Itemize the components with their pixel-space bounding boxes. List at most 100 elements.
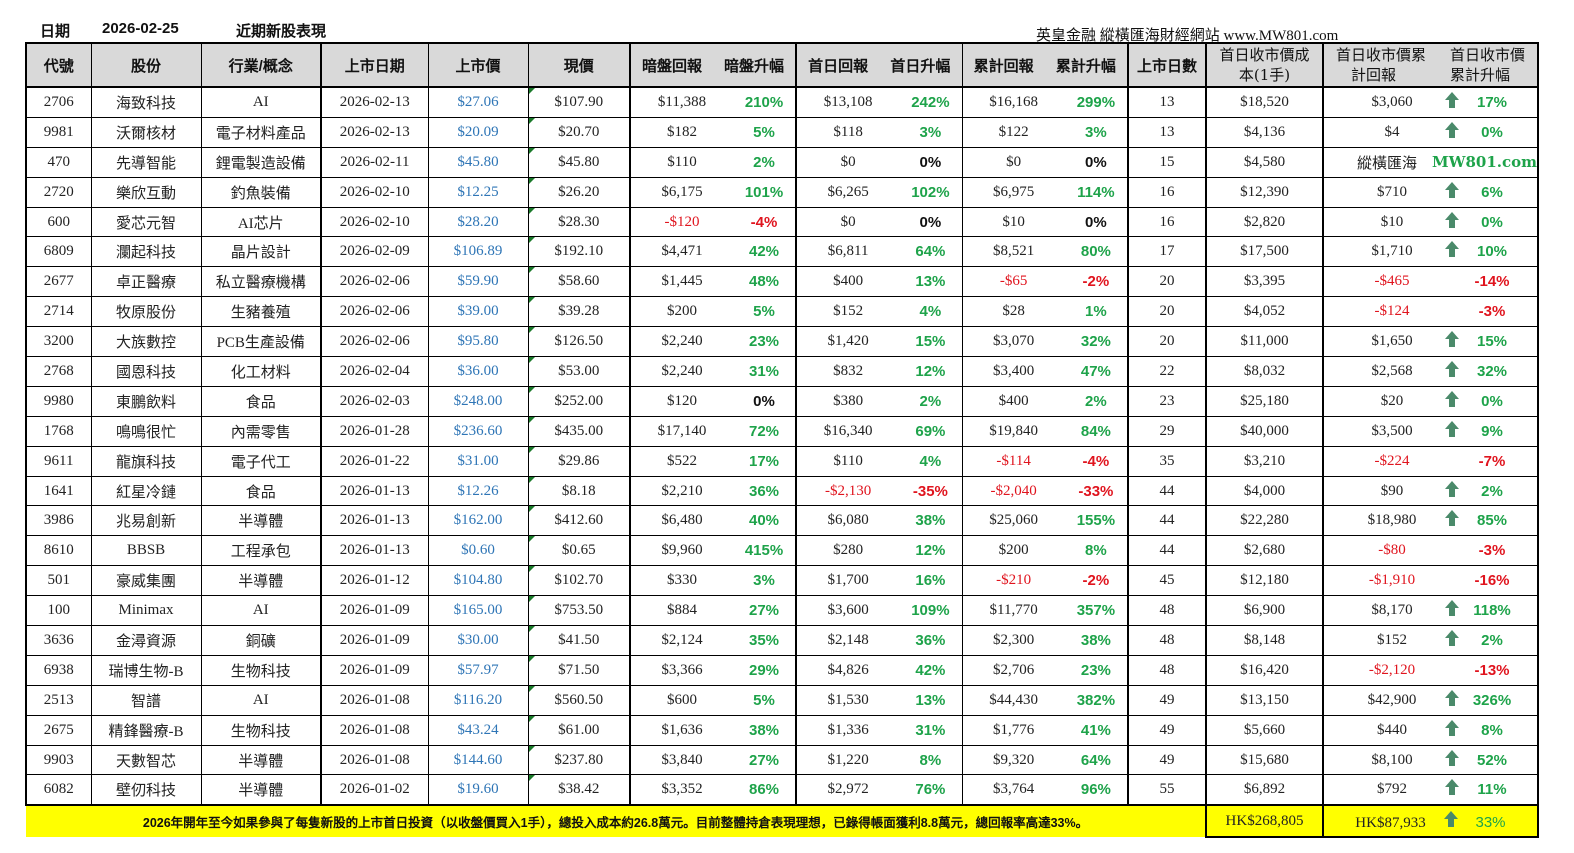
day1-cell: $0 0% <box>795 206 963 238</box>
cum-return: -$65 <box>999 273 1028 290</box>
stock-code: 8610 <box>25 535 92 567</box>
cum-return: $19,840 <box>989 422 1038 439</box>
current-price: $71.50 <box>527 654 631 686</box>
stock-sector: 釣魚裝備 <box>200 176 322 208</box>
col-cum-pct: 累計升幅 <box>1055 57 1116 75</box>
list-date: 2026-01-09 <box>320 625 429 656</box>
day1-return: $110 <box>833 452 863 469</box>
close-cum-return: $42,900 <box>1367 691 1417 708</box>
stock-name: 國恩科技 <box>90 356 202 387</box>
up-arrow-icon <box>1442 420 1462 442</box>
day1-return: $400 <box>833 273 864 290</box>
grey-return: $3,352 <box>661 781 703 798</box>
days-listed: 49 <box>1127 744 1207 776</box>
days-listed: 20 <box>1127 266 1207 298</box>
current-price: $53.00 <box>527 356 631 387</box>
close-cum-return: $3,500 <box>1371 422 1413 439</box>
day1-pct: 42% <box>915 661 946 679</box>
grey-return: $3,366 <box>661 661 703 678</box>
cum-pct: 0% <box>1085 213 1107 231</box>
up-arrow-icon <box>1442 241 1462 262</box>
grey-pct: 23% <box>748 333 780 351</box>
summary-note: 2026年開年至今如果參與了每隻新股的上市首日投資（以收盤價買入1手），總投入成… <box>26 804 1207 838</box>
close-cost: $22,280 <box>1205 505 1324 537</box>
col-cum-return: 累計回報 <box>973 57 1034 75</box>
stock-code: 9903 <box>25 744 92 776</box>
day1-cell: $6,080 38% <box>795 505 963 537</box>
cum-cell: $44,430 382% <box>961 684 1129 716</box>
stock-code: 2706 <box>25 86 92 118</box>
close-cum-return: $1,650 <box>1371 333 1413 350</box>
close-cost: $3,210 <box>1205 445 1324 477</box>
grey-market-cell: $3,840 27% <box>629 744 797 776</box>
days-listed: 35 <box>1127 445 1207 477</box>
close-cost: $12,180 <box>1205 565 1324 597</box>
col-code: 代號 <box>25 42 92 88</box>
table-row: 6082 壁仞科技 半導體 2026-01-02 $19.60 $38.42 $… <box>25 774 1539 806</box>
up-arrow-icon <box>1442 211 1462 233</box>
grey-market-cell: $2,240 23% <box>629 326 797 358</box>
stock-sector: 私立醫療機構 <box>200 266 322 298</box>
day1-pct: 36% <box>915 631 946 649</box>
days-listed: 13 <box>1127 116 1207 148</box>
close-cum-pct: 0% <box>1481 123 1503 141</box>
close-return-cell: $1,650 15% <box>1322 326 1539 358</box>
grey-pct: 35% <box>748 631 780 649</box>
close-cum-pct: -16% <box>1474 572 1510 590</box>
table-row: 470 先導智能 鋰電製造設備 2026-02-11 $45.80 $45.80… <box>25 146 1539 178</box>
stock-name: 壁仞科技 <box>90 774 202 806</box>
cum-cell: $0 0% <box>961 146 1129 178</box>
stock-name: 精鋒醫療-B <box>90 714 202 746</box>
close-cost: $8,148 <box>1205 625 1324 656</box>
total-return: HK$87,933 <box>1355 814 1426 831</box>
stock-sector: 生豬養殖 <box>200 296 322 328</box>
cum-pct: -33% <box>1078 482 1114 500</box>
day1-cell: $280 12% <box>795 535 963 567</box>
day1-pct: 38% <box>915 512 946 530</box>
close-cum-return: -$124 <box>1374 303 1410 320</box>
days-listed: 48 <box>1127 654 1207 686</box>
list-price: $106.89 <box>427 236 529 268</box>
close-cum-pct: 32% <box>1476 362 1508 380</box>
grey-market-cell: $2,210 36% <box>629 475 797 507</box>
cum-pct: 47% <box>1080 362 1111 380</box>
close-cost: $3,395 <box>1205 266 1324 298</box>
cum-cell: $1,776 41% <box>961 714 1129 746</box>
close-return-cell: $90 2% <box>1322 475 1539 507</box>
list-date: 2026-01-09 <box>320 595 429 627</box>
list-date: 2026-02-04 <box>320 356 429 387</box>
current-price: $61.00 <box>527 714 631 746</box>
cum-pct: 382% <box>1076 691 1116 709</box>
stock-sector: 內需零售 <box>200 415 322 447</box>
stock-sector: AI <box>200 86 322 118</box>
stock-name: 兆易創新 <box>90 505 202 537</box>
cum-cell: $10 0% <box>961 206 1129 238</box>
current-price: $45.80 <box>527 146 631 178</box>
up-arrow-icon <box>1442 600 1462 621</box>
table-row: 6938 瑞博生物-B 生物科技 2026-01-09 $57.97 $71.5… <box>25 654 1539 686</box>
close-return-cell: $1,710 10% <box>1322 236 1539 268</box>
days-listed: 20 <box>1127 326 1207 358</box>
col-day1-pct: 首日升幅 <box>890 57 951 75</box>
day1-cell: -$2,130 -35% <box>795 475 963 507</box>
list-price: $12.26 <box>427 475 529 507</box>
days-listed: 20 <box>1127 296 1207 328</box>
list-price: $43.24 <box>427 714 529 746</box>
close-return-cell: -$1,910 -16% <box>1322 565 1539 597</box>
day1-pct: 109% <box>911 602 950 620</box>
up-arrow-icon <box>1442 779 1462 800</box>
list-date: 2026-01-08 <box>320 684 429 716</box>
close-cum-return: $1,710 <box>1371 243 1413 260</box>
stock-code: 9980 <box>25 385 92 417</box>
days-listed: 45 <box>1127 565 1207 597</box>
close-cum-pct: -14% <box>1474 273 1510 291</box>
grey-market-cell: $600 5% <box>629 684 797 716</box>
totals-row: 2026年開年至今如果參與了每隻新股的上市首日投資（以收盤價買入1手），總投入成… <box>26 804 1539 839</box>
close-cost: $4,000 <box>1205 475 1324 507</box>
close-cum-pct: -3% <box>1478 542 1506 560</box>
grey-return: $884 <box>667 602 697 619</box>
col-cum: 累計回報 累計升幅 <box>961 42 1129 88</box>
close-return-cell: $440 8% <box>1322 714 1539 746</box>
table-row: 3200 大族數控 PCB生產設備 2026-02-06 $95.80 $126… <box>25 326 1539 358</box>
day1-pct: 0% <box>919 213 942 231</box>
